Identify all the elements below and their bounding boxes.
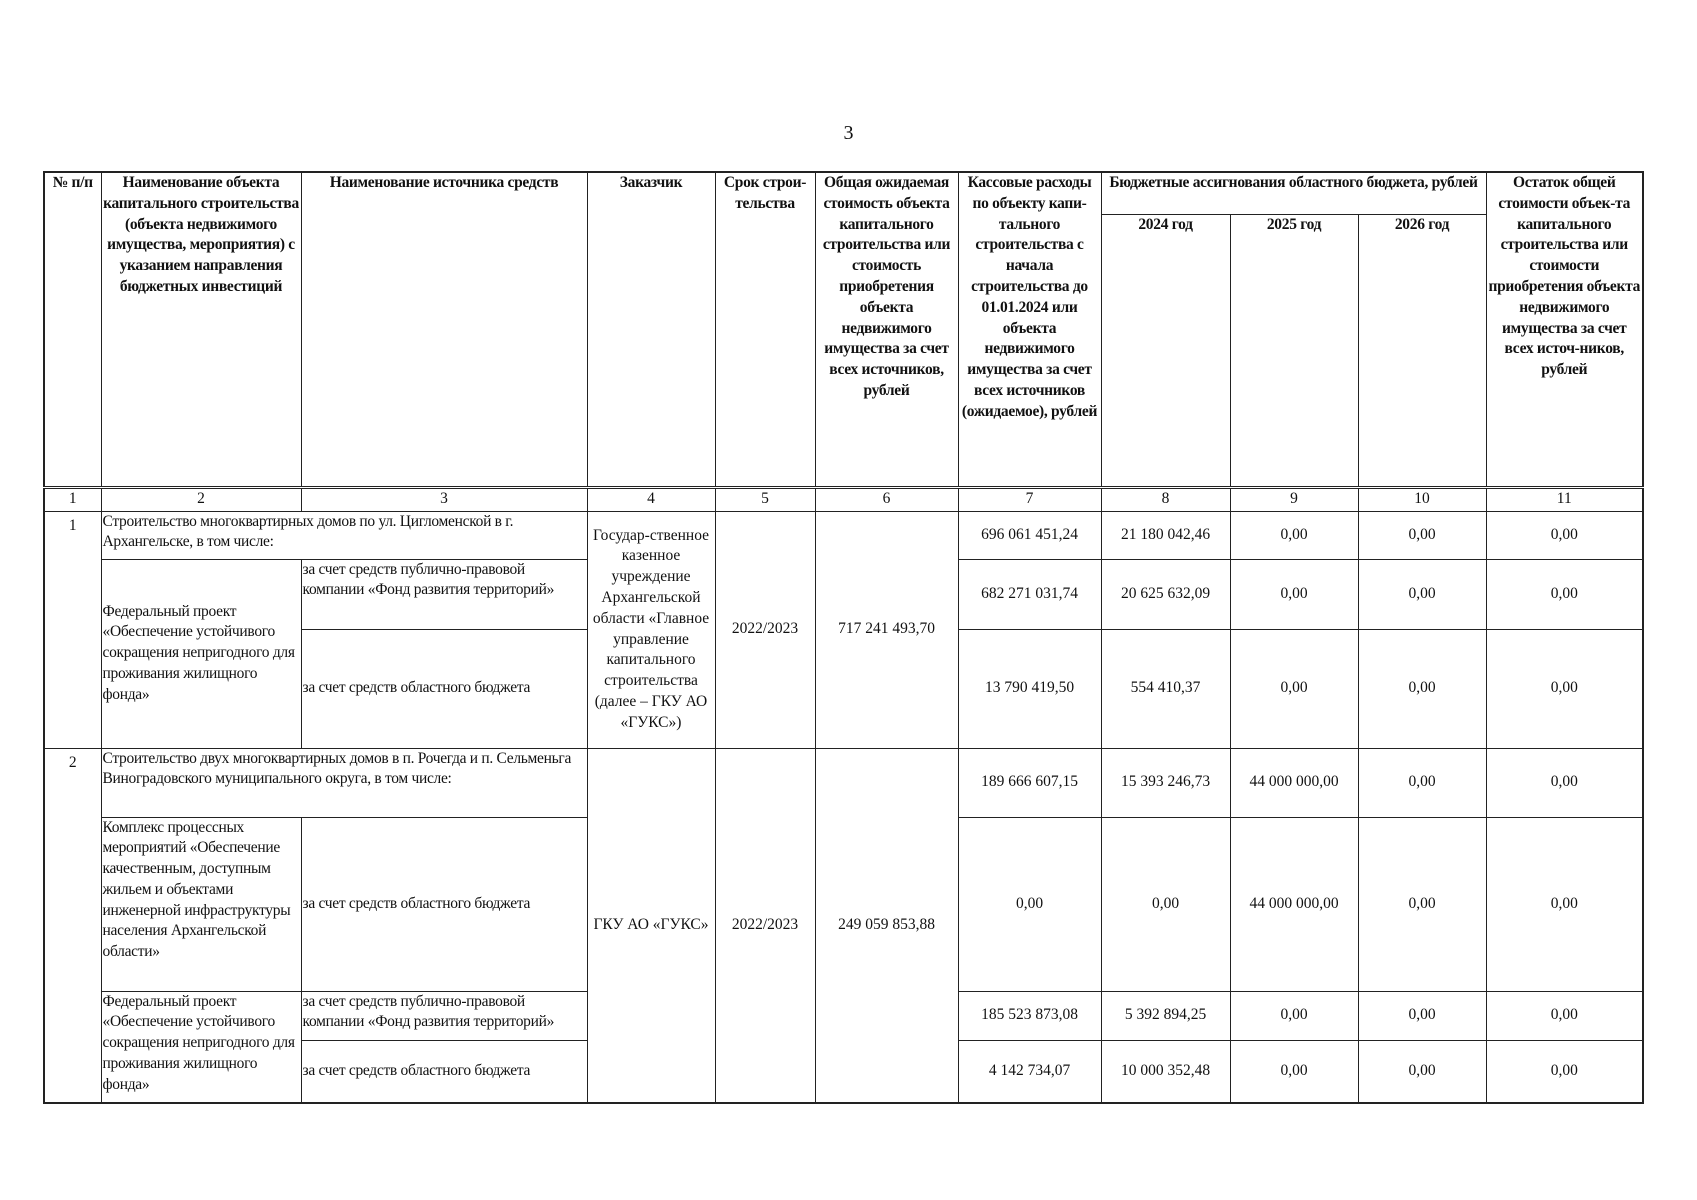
cash-expenses: 185 523 873,08 (957, 990, 1102, 1041)
header-term: Срок строи-тельства (714, 171, 816, 488)
header-object-name: Наименование объекта капитального строит… (100, 171, 302, 488)
budget-2025: 0,00 (1229, 1039, 1359, 1104)
table-row: Федеральный проект «Обеспечение устойчив… (44, 990, 1644, 1104)
page-number: 3 (843, 122, 854, 144)
remainder: 0,00 (1485, 747, 1644, 818)
header-remainder: Остаток общей стоимости объек-та капитал… (1485, 171, 1644, 488)
header-customer: Заказчик (586, 171, 716, 488)
column-number: 4 (586, 485, 716, 512)
customer: Государ-ственное казенное учреждение Арх… (586, 510, 716, 749)
budget-2024: 20 625 632,09 (1100, 558, 1231, 630)
cash-expenses: 4 142 734,07 (957, 1039, 1102, 1104)
total-cost: 717 241 493,70 (814, 510, 959, 749)
budget-2026: 0,00 (1357, 628, 1487, 749)
remainder: 0,00 (1485, 816, 1644, 992)
budget-2024: 21 180 042,46 (1100, 510, 1231, 560)
column-numbers-row: 1 2 3 4 5 6 7 8 9 10 11 (43, 485, 1644, 512)
header-budget-group: Бюджетные ассигнования областного бюджет… (1100, 171, 1487, 215)
budget-2026: 0,00 (1357, 1039, 1487, 1104)
budget-2026: 0,00 (1357, 747, 1487, 818)
column-number: 5 (714, 485, 816, 512)
cash-expenses: 696 061 451,24 (957, 510, 1102, 560)
budget-2026: 0,00 (1357, 816, 1487, 992)
column-number: 10 (1357, 485, 1487, 512)
budget-2026: 0,00 (1357, 558, 1487, 630)
budget-2024: 554 410,37 (1100, 628, 1231, 749)
remainder: 0,00 (1485, 558, 1644, 630)
budget-2024: 0,00 (1100, 816, 1231, 992)
budget-2024: 5 392 894,25 (1100, 990, 1231, 1041)
column-number: 1 (43, 485, 102, 512)
budget-2026: 0,00 (1357, 990, 1487, 1041)
table-row: за счет средств областного бюджета 13 79… (44, 628, 1644, 749)
header-year-2025: 2025 год (1229, 213, 1359, 488)
sub-project-name: Комплекс процессных мероприятий «Обеспеч… (100, 816, 302, 992)
column-number: 6 (814, 485, 959, 512)
cash-expenses: 13 790 419,50 (957, 628, 1102, 749)
remainder: 0,00 (1485, 990, 1644, 1041)
total-cost: 249 059 853,88 (814, 747, 959, 1104)
construction-term: 2022/2023 (714, 747, 816, 1104)
row-number: 1 (43, 510, 102, 749)
object-name: Строительство многоквартирных домов по у… (100, 510, 588, 560)
column-number: 3 (300, 485, 588, 512)
table-row: 2 Строительство двух многоквартирных дом… (43, 747, 1644, 1104)
column-number: 2 (100, 485, 302, 512)
sub-project-name: Федеральный проект «Обеспечение устойчив… (100, 990, 302, 1104)
budget-2024: 15 393 246,73 (1100, 747, 1231, 818)
header-total-cost: Общая ожидаемая стоимость объекта капита… (814, 171, 959, 488)
header-year-2026: 2026 год (1357, 213, 1487, 488)
customer: ГКУ АО «ГУКС» (586, 747, 716, 1104)
budget-investments-table: № п/п Наименование объекта капитального … (43, 171, 1644, 1104)
header-number: № п/п (43, 171, 102, 488)
object-name: Строительство двух многоквартирных домов… (100, 747, 588, 818)
table-row: 1 Строительство многоквартирных домов по… (43, 510, 1644, 749)
budget-2025: 0,00 (1229, 990, 1359, 1041)
budget-2025: 0,00 (1229, 510, 1359, 560)
remainder: 0,00 (1485, 628, 1644, 749)
table-row: Комплекс процессных мероприятий «Обеспеч… (44, 816, 1644, 992)
funding-source: за счет средств публично-правовой компан… (300, 990, 588, 1041)
column-number: 9 (1229, 485, 1359, 512)
table-row: Федеральный проект «Обеспечение устойчив… (44, 558, 1644, 749)
sub-project-name: Федеральный проект «Обеспечение устойчив… (100, 558, 302, 749)
funding-source: за счет средств областного бюджета (300, 816, 588, 992)
funding-source: за счет средств областного бюджета (300, 628, 588, 749)
budget-2025: 44 000 000,00 (1229, 747, 1359, 818)
header-source: Наименование источника средств (300, 171, 588, 488)
column-number: 11 (1485, 485, 1644, 512)
cash-expenses: 682 271 031,74 (957, 558, 1102, 630)
row-number: 2 (43, 747, 102, 1104)
budget-2026: 0,00 (1357, 510, 1487, 560)
column-number: 8 (1100, 485, 1231, 512)
budget-2025: 0,00 (1229, 628, 1359, 749)
header-year-2024: 2024 год (1100, 213, 1231, 488)
table-row: за счет средств областного бюджета 4 142… (44, 1039, 1644, 1104)
funding-source: за счет средств областного бюджета (300, 1039, 588, 1104)
budget-2025: 44 000 000,00 (1229, 816, 1359, 992)
funding-source: за счет средств публично-правовой компан… (300, 558, 588, 630)
header-cash-expenses: Кассовые расходы по объекту капи-тальног… (957, 171, 1102, 488)
budget-2025: 0,00 (1229, 558, 1359, 630)
cash-expenses: 189 666 607,15 (957, 747, 1102, 818)
construction-term: 2022/2023 (714, 510, 816, 749)
cash-expenses: 0,00 (957, 816, 1102, 992)
column-number: 7 (957, 485, 1102, 512)
budget-2024: 10 000 352,48 (1100, 1039, 1231, 1104)
remainder: 0,00 (1485, 510, 1644, 560)
remainder: 0,00 (1485, 1039, 1644, 1104)
